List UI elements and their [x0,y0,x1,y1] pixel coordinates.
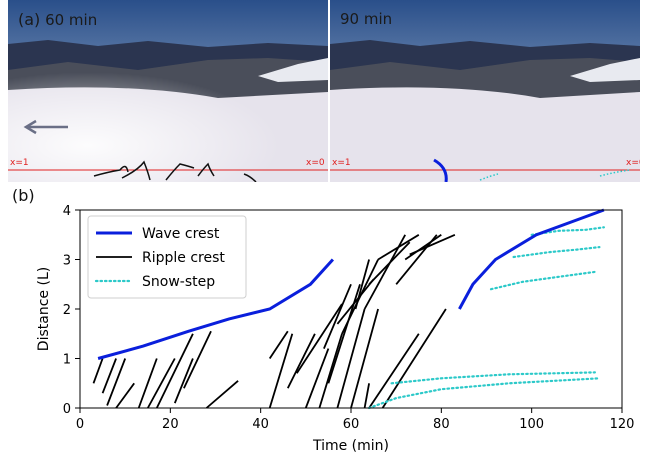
snow-step-line [489,270,596,291]
ripple-crest-line [268,333,294,409]
x-tick-label: 60 [343,417,360,432]
legend: Wave crest Ripple crest Snow-step [87,215,247,299]
photo-90-min: 90 min x=1 x=0 [330,0,640,182]
legend-label-wave-crest: Wave crest [142,226,220,242]
ripple-crest-line [368,241,411,285]
ripple-crest-line [115,382,135,409]
ripple-crest-line [327,284,361,384]
ripple-crest-line [137,358,158,409]
axis-ticks: 0 20 40 60 80 100 120 0 1 2 3 4 [63,204,635,432]
distance-time-chart: 0 20 40 60 80 100 120 0 1 2 3 4 Time (min) Distance… [36,204,635,454]
photo-60-min-scene [8,0,328,182]
ripple-crest-line [336,278,375,325]
ripple-crest-line [205,380,239,409]
photo-right-label: 90 min [340,10,392,28]
x-tick-label: 120 [610,417,635,432]
photo-right-x0: x=0 [626,158,640,168]
legend-box [87,215,247,299]
ripple-crest-line [92,358,104,384]
snow-step-line [368,377,601,410]
y-tick-label: 3 [63,254,71,269]
wave-crest-line [97,258,335,360]
x-axis-label: Time (min) [312,438,389,454]
x-tick-label: 40 [252,417,269,432]
ripple-crest-line [304,348,330,409]
ripple-crest-line [173,358,194,404]
photo-left-label: (a) 60 min [18,10,97,29]
ripple-crest-line [363,383,370,409]
x-tick-label: 20 [162,417,179,432]
ripple-crest-line [268,330,289,359]
x-tick-label: 80 [433,417,450,432]
ripple-crest-line [183,330,212,389]
x-tick-label: 0 [76,417,84,432]
photo-right-x1: x=1 [332,158,351,168]
ripple-crest-line [147,358,176,409]
ripple-crest-line [409,233,456,256]
ripple-crest-line [106,358,127,406]
ripple-crest-line [404,234,442,261]
photo-left-x0: x=0 [306,158,325,168]
snow-step-line [390,371,596,385]
photo-90-min-scene [330,0,640,182]
ripple-crest-line [354,259,370,310]
y-tick-label: 4 [63,204,71,219]
ripple-crest-line [323,283,352,349]
panel-a-label: (a) [18,10,41,29]
ripple-crest-line [381,308,447,409]
ripple-crest-line [350,308,379,409]
ripple-crest-line [336,308,366,409]
panel-b-label: (b) [12,186,35,205]
y-axis-label: Distance (L) [36,267,52,351]
ripple-crest-line [296,303,343,374]
ripple-crest-line [286,333,316,389]
ripple-crest-line [101,358,117,394]
legend-label-ripple-crest: Ripple crest [142,250,225,266]
photo-left-x1: x=1 [10,158,29,168]
plot-marks [92,208,605,410]
legend-label-snow-step: Snow-step [142,274,215,290]
y-tick-label: 1 [63,353,71,368]
photo-left-time: 60 min [45,11,98,29]
y-tick-label: 0 [63,402,71,417]
photo-60-min: (a) 60 min x=1 x=0 [8,0,328,182]
y-tick-label: 2 [63,303,71,318]
x-tick-label: 100 [519,417,544,432]
photo-right-time: 90 min [340,10,393,28]
ripple-crest-line [318,333,343,409]
ripple-crest-line [155,333,194,409]
snow-step-line [512,246,601,259]
ripple-crest-line [368,333,420,409]
wave-crest-line [458,208,605,310]
ripple-crest-line [377,234,420,261]
